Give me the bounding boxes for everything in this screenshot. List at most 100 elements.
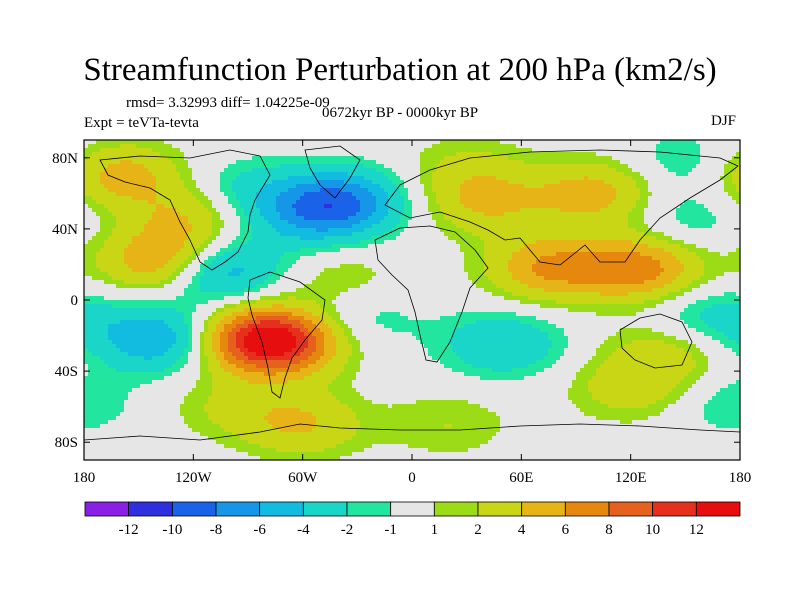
- contour-cell: [728, 160, 740, 165]
- contour-cell: [676, 276, 701, 281]
- contour-cell: [724, 344, 740, 349]
- contour-cell: [404, 196, 409, 201]
- contour-cell: [496, 432, 740, 437]
- contour-cell: [664, 332, 705, 337]
- contour-cell: [200, 364, 209, 369]
- contour-cell: [472, 232, 645, 237]
- contour-cell: [324, 320, 337, 325]
- contour-cell: [716, 328, 740, 333]
- contour-cell: [232, 180, 273, 185]
- contour-cell: [520, 300, 557, 305]
- contour-cell: [284, 272, 321, 277]
- contour-cell: [200, 200, 213, 205]
- colorbar-label: 2: [474, 522, 482, 538]
- contour-cell: [92, 352, 129, 357]
- contour-cell: [700, 276, 717, 281]
- contour-cell: [176, 296, 225, 301]
- contour-cell: [328, 388, 357, 393]
- contour-cell: [656, 152, 701, 157]
- contour-cell: [216, 252, 225, 257]
- contour-cell: [84, 148, 101, 153]
- contour-cell: [208, 400, 341, 405]
- contour-cell: [204, 328, 209, 333]
- contour-cell: [188, 256, 197, 261]
- contour-cell: [696, 300, 740, 305]
- contour-cell: [568, 340, 605, 345]
- contour-cell: [320, 304, 337, 309]
- contour-cell: [192, 328, 205, 333]
- contour-cell: [316, 336, 325, 341]
- contour-cell: [608, 204, 637, 209]
- contour-cell: [208, 396, 337, 401]
- contour-cell: [316, 228, 329, 233]
- contour-cell: [180, 212, 213, 217]
- contour-cell: [444, 364, 473, 369]
- colorbar-swatch: [390, 501, 435, 517]
- contour-cell: [272, 180, 317, 185]
- contour-cell: [376, 316, 409, 321]
- contour-cell: [388, 192, 401, 197]
- contour-cell: [300, 328, 309, 333]
- contour-cell: [728, 192, 740, 197]
- contour-cell: [704, 204, 740, 209]
- contour-cell: [556, 324, 689, 329]
- contour-cell: [336, 352, 353, 357]
- contour-cell: [280, 216, 305, 221]
- contour-cell: [452, 368, 493, 373]
- contour-cell: [404, 204, 413, 209]
- contour-cell: [380, 184, 397, 189]
- contour-cell: [688, 248, 709, 253]
- contour-cell: [484, 256, 513, 261]
- x-tick-label: 180: [73, 470, 96, 486]
- experiment-label: Expt = teVTa-tevta: [84, 115, 199, 131]
- contour-cell: [112, 276, 169, 281]
- contour-cell: [732, 156, 740, 161]
- contour-cell: [228, 244, 241, 249]
- contour-cell: [84, 424, 101, 429]
- contour-cell: [656, 156, 701, 161]
- contour-cell: [348, 288, 485, 293]
- contour-cell: [224, 296, 261, 301]
- contour-cell: [188, 324, 193, 329]
- contour-cell: [372, 276, 469, 281]
- contour-cell: [672, 252, 697, 257]
- contour-cell: [360, 360, 441, 365]
- contour-cell: [84, 200, 97, 205]
- contour-cell: [208, 264, 277, 269]
- contour-cell: [112, 340, 177, 345]
- contour-cell: [704, 272, 725, 277]
- contour-cell: [536, 260, 661, 265]
- contour-cell: [304, 284, 361, 289]
- contour-cell: [96, 140, 165, 145]
- contour-cell: [204, 248, 221, 253]
- contour-cell: [508, 264, 533, 269]
- contour-cell: [432, 356, 461, 361]
- contour-cell: [504, 296, 529, 301]
- contour-cell: [220, 228, 241, 233]
- period-label: 0672kyr BP - 0000kyr BP: [322, 105, 479, 121]
- contour-cell: [436, 168, 617, 173]
- contour-cell: [452, 332, 549, 337]
- contour-cell: [100, 224, 117, 229]
- contour-cell: [404, 200, 413, 205]
- contour-cell: [156, 180, 185, 185]
- contour-cell: [84, 396, 129, 401]
- contour-cell: [180, 404, 205, 409]
- contour-cell: [108, 236, 133, 241]
- contour-cell: [116, 192, 157, 197]
- contour-cell: [200, 344, 205, 349]
- contour-cell: [508, 268, 533, 273]
- contour-cell: [336, 304, 541, 309]
- contour-cell: [420, 172, 433, 177]
- contour-cell: [216, 352, 225, 357]
- contour-cell: [200, 336, 205, 341]
- contour-cell: [632, 420, 709, 425]
- contour-cell: [680, 204, 705, 209]
- contour-cell: [228, 200, 241, 205]
- contour-cell: [376, 160, 421, 165]
- contour-cell: [344, 180, 373, 185]
- contour-cell: [320, 328, 333, 333]
- contour-cell: [236, 212, 245, 217]
- contour-cell: [684, 376, 701, 381]
- contour-cell: [124, 260, 169, 265]
